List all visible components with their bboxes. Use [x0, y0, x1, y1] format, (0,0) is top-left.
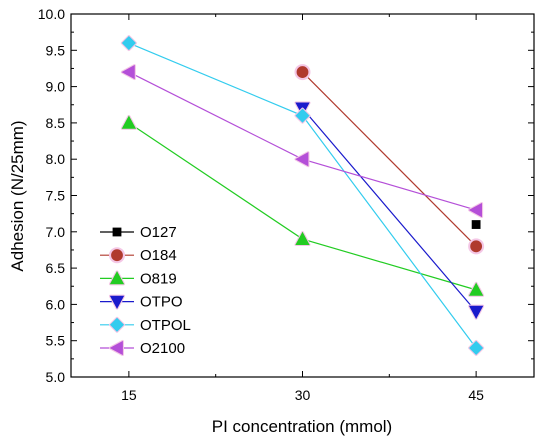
y-tick-label: 8.5 — [46, 115, 66, 131]
y-tick-label: 7.5 — [46, 188, 66, 204]
data-point-otpo — [468, 305, 484, 319]
series-otpol — [120, 35, 485, 356]
data-point-o184 — [296, 66, 309, 78]
data-point-o819 — [121, 115, 137, 129]
data-point-otpol — [121, 35, 136, 51]
chart-series — [120, 35, 485, 356]
series-line-o2100 — [128, 71, 477, 211]
legend-item-o819: O819 — [100, 270, 177, 287]
legend-item-otpol: OTPOL — [100, 316, 191, 334]
y-axis-label: Adhesion (N/25mm) — [8, 120, 27, 271]
series-line-o819 — [128, 122, 477, 291]
legend-item-o127: O127 — [100, 224, 177, 241]
data-point-otpol — [295, 108, 310, 123]
legend-label-otpol: OTPOL — [140, 317, 191, 334]
y-tick-label: 6.5 — [46, 260, 66, 276]
series-otpo — [294, 101, 485, 320]
data-point-o2100 — [121, 64, 135, 80]
legend-marker-otpo — [109, 295, 125, 309]
legend-marker-o184-halo — [109, 247, 125, 264]
y-tick-label: 5.0 — [46, 369, 66, 385]
x-tick-label: 45 — [468, 387, 484, 403]
series-o819 — [120, 114, 485, 297]
x-tick-label: 30 — [295, 387, 311, 403]
legend-marker-o127 — [112, 227, 122, 237]
data-point-o184-halo — [468, 238, 485, 255]
legend-marker-otpol — [109, 317, 125, 332]
legend-label-o184: O184 — [140, 247, 177, 264]
x-tick-label: 15 — [121, 387, 137, 403]
series-line-o184 — [302, 71, 477, 247]
data-point-otpol — [469, 340, 484, 356]
series-line-otpo — [302, 107, 477, 313]
chart-axes: 5.0 5.5 6.0 6.5 7.0 7.5 8.0 8.5 9.0 9.5 10.0 15 30 45 — [38, 6, 535, 403]
data-point-o127 — [471, 220, 481, 229]
legend-marker-o184 — [111, 249, 123, 262]
legend-item-o2100: O2100 — [100, 340, 185, 357]
y-tick-label: 9.5 — [46, 42, 66, 58]
y-tick-label: 9.0 — [46, 79, 66, 95]
y-tick-label: 5.5 — [46, 333, 66, 349]
chart-legend: O127 O184 O819 OTPO OTPOL O2100 — [100, 224, 191, 357]
series-o184 — [294, 64, 485, 255]
y-tick-label: 10.0 — [38, 6, 65, 22]
y-tick-label: 7.0 — [46, 224, 66, 240]
legend-marker-o819 — [109, 271, 125, 285]
data-point-o184-halo — [294, 64, 311, 81]
data-point-o184 — [470, 240, 483, 253]
x-axis-label: PI concentration (mmol) — [212, 417, 392, 436]
series-o127 — [471, 220, 481, 229]
legend-label-o819: O819 — [140, 270, 177, 287]
series-o2100 — [120, 64, 484, 219]
legend-item-o184: O184 — [100, 247, 177, 264]
legend-marker-o2100 — [109, 340, 123, 356]
data-point-o2100 — [468, 202, 483, 218]
y-tick-label: 8.0 — [46, 151, 66, 167]
data-point-o2100 — [295, 152, 309, 167]
legend-label-o127: O127 — [140, 224, 177, 241]
legend-label-otpo: OTPO — [140, 294, 183, 311]
y-tick-label: 6.0 — [46, 296, 66, 312]
legend-label-o2100: O2100 — [140, 340, 185, 357]
data-point-o819 — [295, 231, 310, 245]
data-point-o819 — [468, 282, 484, 296]
legend-item-otpo: OTPO — [100, 294, 183, 311]
